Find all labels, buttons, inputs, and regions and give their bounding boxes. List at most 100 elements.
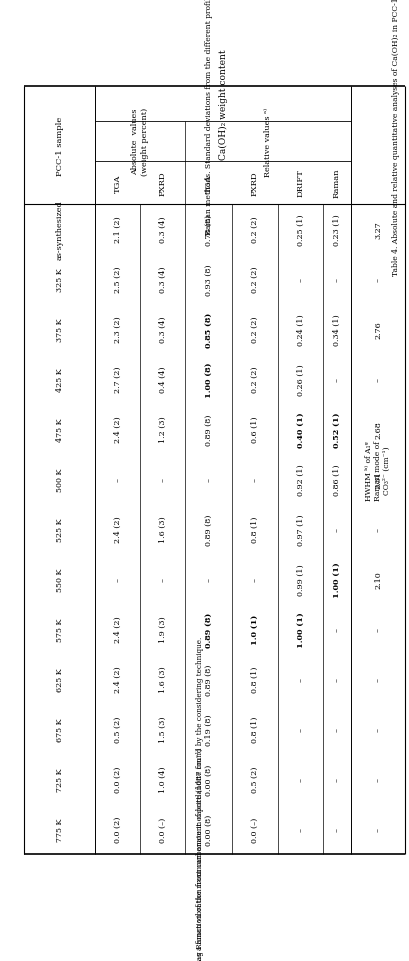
Text: 2.10: 2.10 (374, 571, 382, 588)
Text: 0.23 (1): 0.23 (1) (333, 214, 341, 246)
Text: Raman methods. Standard deviations from the different profil fitting procedure a: Raman methods. Standard deviations from … (205, 0, 213, 234)
Text: HWHM ᵇ⁾ of A₁ᵍ
Raman mode of
CO₃²⁻ (cm⁻¹): HWHM ᵇ⁾ of A₁ᵍ Raman mode of CO₃²⁻ (cm⁻¹… (365, 440, 391, 501)
Text: 0.3 (4): 0.3 (4) (159, 316, 166, 343)
Text: a) Relative weight fraction of portlandite is calculated as a function of the ma: a) Relative weight fraction of portlandi… (196, 636, 204, 961)
Text: –: – (333, 727, 341, 731)
Text: 0.2 (2): 0.2 (2) (251, 266, 259, 293)
Text: –: – (374, 378, 382, 382)
Text: –: – (159, 478, 166, 481)
Text: PXRD: PXRD (159, 171, 166, 196)
Text: –: – (333, 528, 341, 531)
Text: 0.8 (1): 0.8 (1) (251, 716, 259, 743)
Text: PCC-1 sample: PCC-1 sample (56, 116, 63, 176)
Text: –: – (374, 777, 382, 781)
Text: 0.8 (1): 0.8 (1) (251, 516, 259, 543)
Text: 0.00 (8): 0.00 (8) (204, 813, 213, 845)
Text: –: – (333, 827, 341, 831)
Text: 0.3 (4): 0.3 (4) (159, 266, 166, 293)
Text: 2.5 (2): 2.5 (2) (114, 266, 121, 293)
Text: TGA: TGA (204, 174, 213, 192)
Text: –: – (297, 727, 304, 731)
Text: 0.4 (4): 0.4 (4) (159, 366, 166, 393)
Text: –: – (204, 578, 213, 581)
Text: 0.19 (8): 0.19 (8) (204, 713, 213, 745)
Text: –: – (204, 478, 213, 481)
Text: –: – (297, 827, 304, 831)
Text: 0.2 (2): 0.2 (2) (251, 216, 259, 243)
Text: 1.2 (3): 1.2 (3) (159, 416, 166, 443)
Text: 0.97 (1): 0.97 (1) (297, 513, 304, 545)
Text: 2.7 (2): 2.7 (2) (114, 366, 121, 393)
Text: 0.93 (8): 0.93 (8) (204, 264, 213, 295)
Text: –: – (297, 278, 304, 282)
Text: 2.31: 2.31 (374, 471, 382, 488)
Text: DRIFT: DRIFT (297, 169, 304, 197)
Text: 0.86 (1): 0.86 (1) (333, 464, 341, 495)
Text: TGA: TGA (114, 174, 121, 192)
Text: 0.2 (2): 0.2 (2) (251, 366, 259, 393)
Text: –: – (333, 278, 341, 282)
Text: –: – (114, 478, 121, 481)
Text: 0.0 (–): 0.0 (–) (159, 817, 166, 842)
Text: 525 K: 525 K (56, 518, 63, 541)
Text: 475 K: 475 K (56, 418, 63, 441)
Text: –: – (374, 678, 382, 681)
Text: 625 K: 625 K (56, 668, 63, 691)
Text: 2.68: 2.68 (374, 421, 382, 438)
Text: 0.52 (1): 0.52 (1) (333, 412, 341, 447)
Text: 775 K: 775 K (56, 818, 63, 841)
Text: 1.9 (3): 1.9 (3) (159, 616, 166, 643)
Text: –: – (333, 777, 341, 781)
Text: b) Half Width at Half Maximum of the A₁g Raman vibration from carbonate in calci: b) Half Width at Half Maximum of the A₁g… (196, 747, 204, 961)
Text: 1.00 (8): 1.00 (8) (204, 362, 213, 397)
Text: 0.34 (1): 0.34 (1) (333, 314, 341, 346)
Text: 1.0 (4): 1.0 (4) (159, 766, 166, 793)
Text: –: – (333, 678, 341, 681)
Text: –: – (374, 727, 382, 731)
Text: 0.0 (–): 0.0 (–) (251, 817, 259, 842)
Text: 0.89 (8): 0.89 (8) (204, 663, 213, 695)
Text: 0.2 (2): 0.2 (2) (251, 316, 259, 343)
Text: 1.5 (3): 1.5 (3) (159, 716, 166, 743)
Text: 0.5 (2): 0.5 (2) (251, 766, 259, 793)
Text: PXRD: PXRD (251, 171, 259, 196)
Text: –: – (251, 578, 259, 581)
Text: 0.85 (8): 0.85 (8) (204, 312, 213, 347)
Text: 0.00 (8): 0.00 (8) (204, 764, 213, 795)
Text: 325 K: 325 K (56, 268, 63, 291)
Text: 2.4 (2): 2.4 (2) (114, 616, 121, 643)
Text: 0.99 (1): 0.99 (1) (297, 563, 304, 595)
Text: 2.1 (2): 2.1 (2) (114, 216, 121, 243)
Text: 1.6 (3): 1.6 (3) (159, 516, 166, 543)
Text: 0.89 (8): 0.89 (8) (204, 612, 213, 647)
Text: Raman: Raman (333, 168, 341, 198)
Text: 0.40 (1): 0.40 (1) (297, 411, 304, 448)
Text: 2.76: 2.76 (374, 321, 382, 338)
Text: –: – (374, 827, 382, 831)
Text: 725 K: 725 K (56, 768, 63, 791)
Text: 0.25 (1): 0.25 (1) (297, 214, 304, 246)
Text: –: – (251, 478, 259, 481)
Text: 0.78 (8): 0.78 (8) (204, 214, 213, 245)
Text: –: – (333, 378, 341, 382)
Text: 500 K: 500 K (56, 468, 63, 491)
Text: Table 4. Absolute and relative quantitative analyses of Ca(OH)₂ in PCC-1 by TGA : Table 4. Absolute and relative quantitat… (392, 0, 400, 276)
Text: –: – (297, 678, 304, 681)
Text: 425 K: 425 K (56, 368, 63, 391)
Text: 0.0 (2): 0.0 (2) (114, 766, 121, 793)
Text: 675 K: 675 K (56, 718, 63, 741)
Text: –: – (159, 578, 166, 581)
Text: Absolute  values
(weight percent): Absolute values (weight percent) (131, 108, 148, 176)
Text: Ca(OH)₂ weight content: Ca(OH)₂ weight content (218, 49, 227, 160)
Text: 2.3 (2): 2.3 (2) (114, 316, 121, 343)
Text: 0.24 (1): 0.24 (1) (297, 314, 304, 346)
Text: 575 K: 575 K (56, 618, 63, 641)
Text: –: – (114, 578, 121, 581)
Text: –: – (297, 777, 304, 781)
Text: 0.0 (2): 0.0 (2) (114, 816, 121, 843)
Text: –: – (374, 628, 382, 631)
Text: 1.00 (1): 1.00 (1) (333, 561, 341, 597)
Text: 375 K: 375 K (56, 318, 63, 341)
Text: 0.26 (1): 0.26 (1) (297, 364, 304, 396)
Text: as-synthesized: as-synthesized (56, 200, 63, 259)
